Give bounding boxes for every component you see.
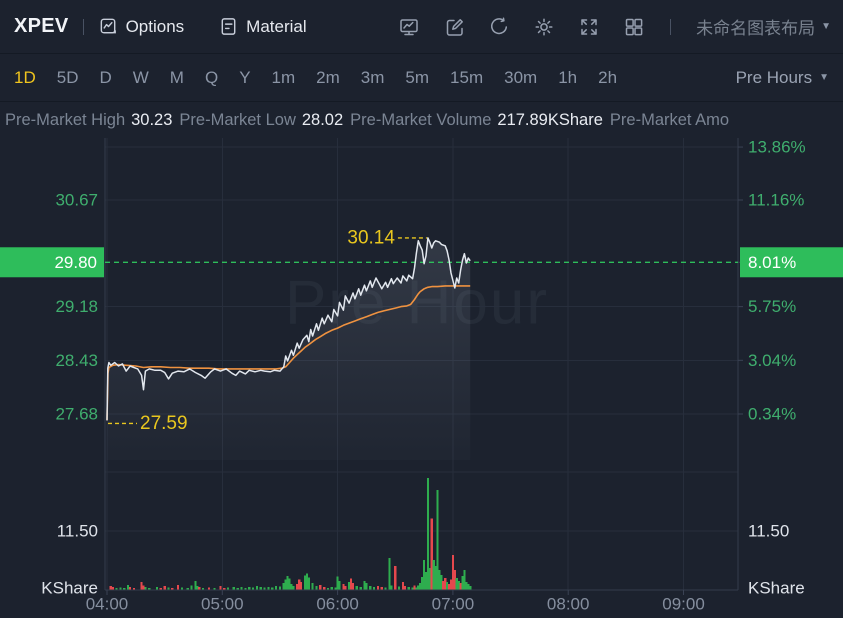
svg-text:08:00: 08:00: [547, 595, 590, 614]
svg-text:05:00: 05:00: [201, 595, 244, 614]
tab-W[interactable]: W: [132, 67, 149, 87]
material-button[interactable]: Material: [218, 16, 307, 37]
svg-text:09:00: 09:00: [662, 595, 705, 614]
svg-text:13.86%: 13.86%: [748, 138, 806, 157]
low-annotation: 27.59: [108, 413, 188, 434]
chart-monitor-icon[interactable]: [398, 16, 420, 38]
info-value: 30.23: [131, 110, 173, 129]
svg-text:06:00: 06:00: [316, 595, 359, 614]
volume-axis-labels: 11.50 11.50 KShare KShare: [41, 522, 804, 598]
info-value: 28.02: [301, 110, 344, 129]
svg-text:29.80: 29.80: [54, 253, 97, 272]
symbol-title: XPEV: [14, 15, 69, 37]
material-label: Material: [246, 16, 307, 36]
info-label: Pre-Market Low: [179, 110, 296, 129]
options-chart-icon: [98, 16, 119, 37]
info-label: Pre-Market Amo: [609, 110, 730, 129]
high-annotation: 30.14: [347, 227, 427, 248]
svg-text:3.04%: 3.04%: [748, 351, 796, 370]
volume-bars: [109, 478, 472, 590]
options-label: Options: [125, 16, 185, 36]
layout-grid-icon[interactable]: [623, 16, 645, 38]
layout-selector-label: 未命名图表布局: [696, 19, 816, 38]
svg-text:30.14: 30.14: [347, 227, 395, 248]
tab-Y[interactable]: Y: [239, 67, 251, 87]
premarket-info-bar: Pre-Market High 30.23 Pre-Market Low 28.02 P…: [0, 102, 843, 138]
price-line: [106, 237, 471, 421]
svg-text:04:00: 04:00: [86, 595, 129, 614]
options-button[interactable]: Options: [98, 16, 185, 37]
toolbar-right-icons: 未命名图表布局 ▼: [398, 14, 831, 39]
avg-price-line: [106, 285, 471, 421]
tab-1m[interactable]: 1m: [271, 67, 296, 87]
refresh-icon[interactable]: [488, 16, 510, 38]
price-area-fill: [107, 237, 471, 460]
timeframe-tabs: 1D 5D D W M Q Y 1m 2m 3m 5m 15m 30m 1h 2h Pre Hours ▼: [0, 54, 843, 102]
svg-text:07:00: 07:00: [432, 595, 475, 614]
svg-text:5.75%: 5.75%: [748, 297, 796, 316]
current-price-badge-left: 29.80: [0, 247, 104, 278]
tab-5D[interactable]: 5D: [56, 67, 79, 87]
svg-text:KShare: KShare: [41, 579, 98, 598]
svg-text:30.67: 30.67: [55, 191, 98, 210]
tab-15m[interactable]: 15m: [450, 67, 484, 87]
svg-text:11.16%: 11.16%: [748, 191, 804, 210]
svg-text:8.01%: 8.01%: [748, 253, 796, 272]
price-chart[interactable]: Pre Hour 30.14 27.59 13.86% 30.67 11.16% 29.…: [0, 138, 843, 616]
session-selector-label: Pre Hours: [735, 67, 813, 87]
layout-selector[interactable]: 未命名图表布局 ▼: [696, 14, 831, 39]
top-toolbar: XPEV Options Material: [0, 0, 843, 54]
current-pct-badge-right: 8.01%: [740, 247, 843, 278]
tab-5m[interactable]: 5m: [405, 67, 430, 87]
chevron-down-icon: ▼: [821, 21, 831, 32]
svg-text:27.59: 27.59: [140, 413, 188, 434]
material-doc-icon: [218, 16, 239, 37]
edit-icon[interactable]: [443, 16, 465, 38]
svg-text:KShare: KShare: [748, 579, 805, 598]
info-label: Pre-Market High: [5, 110, 126, 129]
tab-2h[interactable]: 2h: [598, 67, 618, 87]
svg-text:11.50: 11.50: [57, 522, 98, 541]
chevron-down-icon: ▼: [819, 72, 829, 83]
tab-D[interactable]: D: [99, 67, 112, 87]
settings-gear-icon[interactable]: [533, 16, 555, 38]
axis-frame: [104, 138, 739, 591]
info-label: Pre-Market Volume: [350, 110, 492, 129]
info-value: 217.89KShare: [497, 110, 603, 129]
svg-text:27.68: 27.68: [55, 405, 98, 424]
tab-Q[interactable]: Q: [204, 67, 219, 87]
toolbar-separator-2: [670, 18, 672, 35]
tab-3m[interactable]: 3m: [360, 67, 385, 87]
svg-text:29.18: 29.18: [55, 297, 98, 316]
svg-text:0.34%: 0.34%: [748, 405, 796, 424]
session-selector[interactable]: Pre Hours ▼: [736, 68, 829, 88]
tab-1h[interactable]: 1h: [558, 67, 578, 87]
tab-30m[interactable]: 30m: [504, 67, 538, 87]
fullscreen-icon[interactable]: [578, 16, 600, 38]
price-axis-labels: 13.86% 30.67 11.16% 29.18 5.75% 28.43 3.04% 27.…: [0, 138, 843, 424]
tab-M[interactable]: M: [169, 67, 184, 87]
toolbar-separator: [82, 18, 84, 35]
svg-text:28.43: 28.43: [55, 351, 98, 370]
time-axis-labels: 04:00 05:00 06:00 07:00 08:00 09:00: [86, 590, 705, 614]
tab-2m[interactable]: 2m: [316, 67, 340, 87]
svg-text:11.50: 11.50: [748, 522, 789, 541]
tab-1D[interactable]: 1D: [14, 67, 36, 87]
